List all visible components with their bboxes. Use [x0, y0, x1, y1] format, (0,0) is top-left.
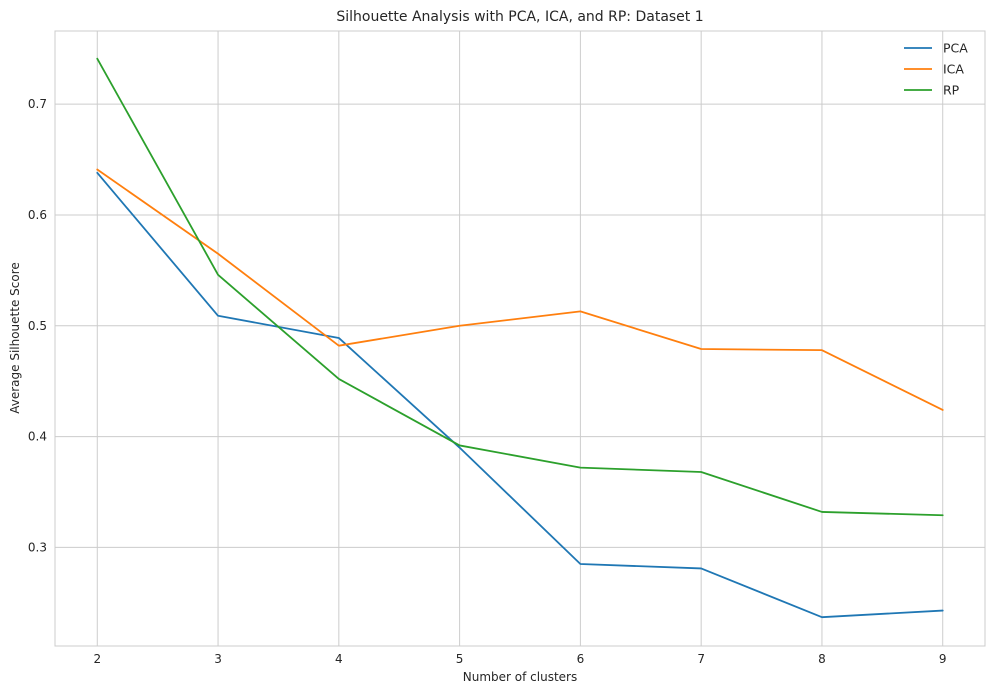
x-axis-label: Number of clusters	[463, 670, 577, 684]
x-tick-label: 4	[335, 652, 343, 666]
y-tick-label: 0.7	[28, 97, 47, 111]
series-lines	[96, 57, 944, 619]
legend-label-rp: RP	[943, 83, 960, 98]
x-tick-label: 5	[456, 652, 464, 666]
x-tick-label: 3	[214, 652, 222, 666]
legend-label-pca: PCA	[943, 41, 968, 56]
tick-labels: 2 3 4 5 6 7 8 9 0.3 0.4 0.5 0.6 0.7	[28, 97, 947, 666]
y-tick-label: 0.5	[28, 319, 47, 333]
y-tick-label: 0.3	[28, 540, 47, 554]
y-axis-label: Average Silhouette Score	[8, 262, 22, 414]
x-tick-label: 2	[93, 652, 101, 666]
chart-title: Silhouette Analysis with PCA, ICA, and R…	[336, 9, 703, 25]
y-tick-label: 0.4	[28, 430, 47, 444]
plot-frame	[54, 30, 986, 647]
y-tick-label: 0.6	[28, 208, 47, 222]
legend-label-ica: ICA	[943, 62, 964, 77]
series-line-pca	[96, 171, 944, 619]
x-tick-label: 7	[697, 652, 705, 666]
x-tick-label: 8	[818, 652, 826, 666]
series-line-rp	[96, 57, 944, 517]
x-tick-label: 9	[939, 652, 947, 666]
x-tick-label: 6	[577, 652, 585, 666]
legend: PCA ICA RP	[904, 41, 968, 98]
series-line-ica	[96, 168, 944, 411]
